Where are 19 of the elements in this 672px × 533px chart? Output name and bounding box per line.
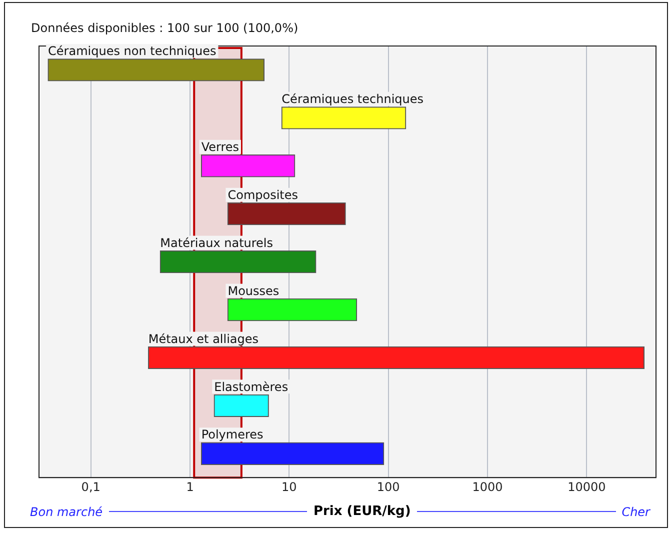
y-tick-label: Matériaux naturels [160,236,274,250]
y-tick-label: Céramiques non techniques [48,44,216,58]
chart-title: Données disponibles : 100 sur 100 (100,0%) [31,21,298,35]
x-tick-label: 10000 [568,480,606,494]
y-tick-label: Composites [228,188,298,202]
text: Cher [622,504,650,518]
x-tick-label: 100 [376,480,400,494]
y-tick-label: Mousses [228,284,280,298]
y-tick-label: Métaux et alliages [148,332,259,346]
y-tick-label: Elastomères [214,380,288,394]
x-tick-label: 1 [186,480,194,494]
x-axis-title: Prix (EUR/kg) [313,504,411,519]
y-tick-label: Verres [201,140,240,154]
x-tick-label: 0,1 [81,480,100,494]
x-tick-label: 1000 [472,480,503,494]
y-tick-label: Polymeres [201,428,264,442]
y-tick-label: Céramiques techniques [282,92,424,106]
x-tick-label: 10 [282,480,297,494]
text: Bon marché [30,504,103,518]
